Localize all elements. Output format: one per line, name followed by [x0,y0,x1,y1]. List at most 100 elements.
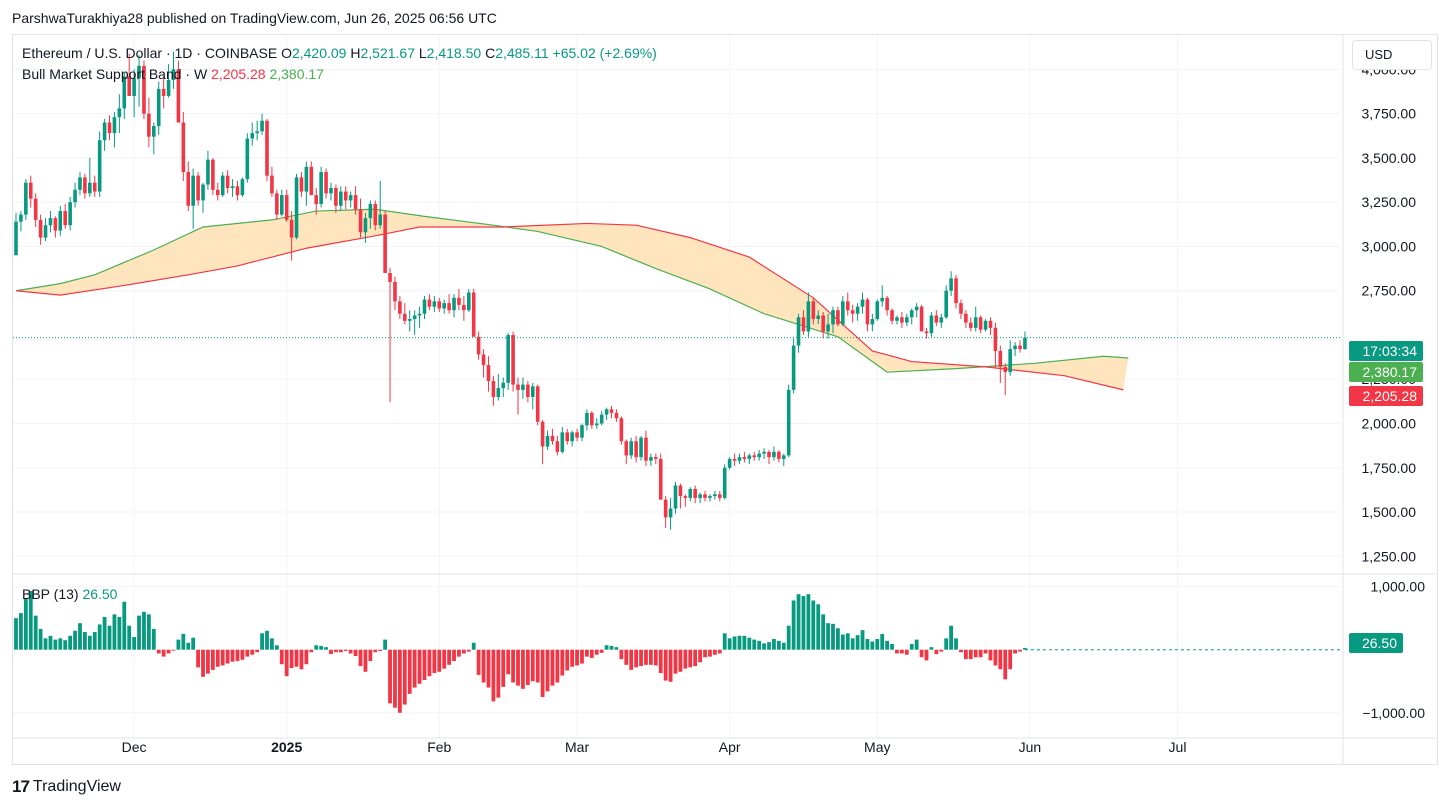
bbp-bar [565,649,570,671]
candle-body [53,218,58,231]
bbp-bar [525,649,530,686]
candle-body [329,188,333,194]
symbol-legend[interactable]: Ethereum / U.S. Dollar · 1D · COINBASE O… [22,45,657,61]
candle-body [1023,337,1027,350]
candle-body [422,299,427,314]
candle-body [860,299,865,307]
candle-body [968,322,973,328]
bbp-bar [575,649,579,666]
bbp-bar [245,649,250,657]
bbp-bar [663,649,668,681]
candle-body [939,317,944,323]
candle-body [48,218,53,226]
candle-body [1003,366,1008,373]
bbp-bar [614,647,619,650]
bbp-bar [19,613,23,650]
bbp-bar [146,614,151,650]
candle-body [570,432,574,442]
brand-name: TradingView [32,778,121,795]
time-tick-label: Apr [719,739,741,755]
bbp-bar [914,639,919,650]
currency-button[interactable]: USD [1352,40,1432,70]
bbp-bar [619,649,624,660]
candle-body [801,317,806,332]
candle-body [319,172,323,204]
bbp-bar [220,649,225,666]
tradingview-brand[interactable]: 17 TradingView [12,777,121,797]
bbp-bar [491,649,496,702]
candle-body [245,138,250,180]
bbp-bar [776,640,781,650]
indicator-legend[interactable]: Bull Market Support Band · W 2,205.28 2,… [22,66,324,82]
candle-body [594,423,599,426]
candle-body [993,327,998,351]
bbp-bar [624,649,629,665]
candle-body [678,485,683,497]
bbp-bar [457,649,461,657]
candle-body [196,175,200,201]
candle-body [796,317,801,346]
bbp-bar [762,643,766,650]
bbp-bar [988,649,993,661]
candle-body [959,303,963,314]
candle-body [757,453,761,458]
bbp-bar [648,649,653,665]
candle-body [693,489,697,498]
bbp-bar [196,649,201,668]
time-tick-label: Dec [122,739,147,755]
candle-body [609,409,614,413]
candle-body [284,195,289,220]
bbp-bar [274,645,279,650]
candle-body [841,301,845,325]
candle-body [452,297,456,311]
bbp-bar [836,628,840,650]
candle-body [550,435,555,442]
candle-body [762,451,766,454]
candle-body [368,203,373,219]
bbp-bar [378,649,383,651]
candle-body [28,182,33,199]
candle-body [545,435,550,447]
bbp-bar [279,649,284,665]
candle-body [708,496,712,498]
candle-body [398,301,402,314]
bbp-bar [540,649,545,697]
bbp-bar [973,649,978,658]
candle-body [998,350,1003,367]
candle-body [978,317,983,330]
candle-body [767,451,771,458]
candle-body [629,441,634,456]
bbp-bar [117,616,122,650]
bbp-bar [516,649,520,686]
band-fill [16,209,1129,390]
candle-body [914,306,919,311]
candle-body [585,412,589,426]
bbp-bar [422,649,427,680]
bbp-bar [23,597,28,650]
bbp-bar [486,649,491,688]
candle-body [88,182,92,194]
bbp-bar [383,639,388,650]
candle-body [511,334,515,385]
candle-body [673,485,678,509]
candle-body [845,301,850,311]
bbp-bar [191,637,196,650]
bbp-legend[interactable]: BBP (13) 26.50 [22,586,117,602]
candle-body [294,177,299,238]
price-tick-label: 1,750.00 [1362,460,1417,476]
time-tick-label: Feb [427,739,451,755]
countdown-label: 17:03:34 [1349,341,1423,361]
bbp-bar [506,649,511,675]
candle-body [624,441,629,456]
bbp-bar [772,638,776,650]
bbp-bar [334,649,338,653]
candle-body [363,218,368,233]
bbp-bar [151,628,156,650]
high-label: H [350,45,361,61]
bbp-bar [909,644,914,650]
bbp-bar [299,649,304,670]
candle-body [73,189,77,203]
candle-body [599,414,604,424]
candle-body [880,297,885,302]
